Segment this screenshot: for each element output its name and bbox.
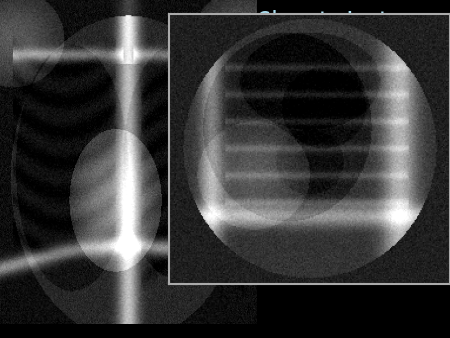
Text: Chest Lat: Chest Lat [256, 10, 392, 34]
Text: Chest PA: Chest PA [14, 10, 134, 34]
